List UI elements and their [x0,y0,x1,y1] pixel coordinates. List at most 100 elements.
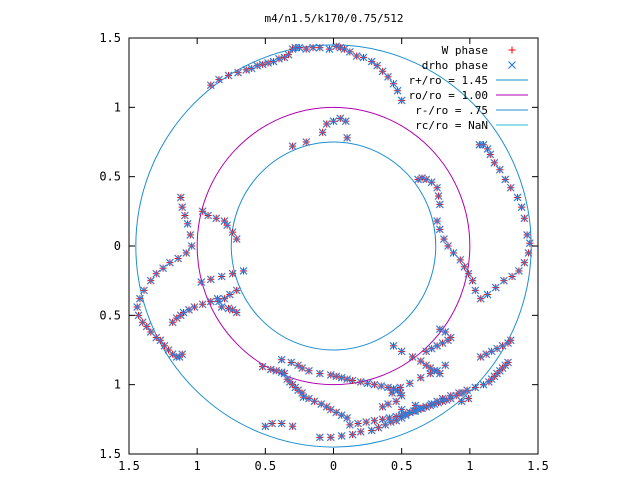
drho-phase-point-237 [392,397,401,406]
legend-label-1: drho phase [422,59,488,72]
drho-phase-point-130 [232,308,241,317]
drho-phase-point-241 [354,419,362,428]
drho-phase-point-67 [483,290,492,299]
drho-phase-point-108 [223,221,232,230]
drho-phase-point-117 [206,297,215,306]
drho-phase-point-12 [284,50,293,59]
drho-phase-point-182 [374,423,383,432]
drho-phase-point-178 [337,432,346,440]
drho-phase-point-260 [452,391,461,400]
x-tick-label-3: 0 [330,459,337,473]
drho-phase-point-152 [332,408,341,417]
drho-phase-point-62 [520,258,529,267]
drho-phase-point-266 [422,361,431,370]
drho-phase-point-86 [174,254,183,263]
drho-phase-point-151 [326,405,335,414]
drho-phase-point-207 [504,358,512,367]
drho-phase-point-238 [384,400,392,409]
drho-phase-point-45 [433,183,442,192]
drho-phase-point-162 [438,339,447,347]
drho-phase-point-122 [176,311,185,320]
reference-circles [135,44,532,448]
axis-ticks: 1.5 1 0.5 0 0.5 1 1.51.510.500.511.5 [99,31,549,473]
drho-phase-point-169 [476,353,485,361]
x-tick-label-6: 1.5 [527,459,549,473]
legend-entry-3: ro/ro = 1.00 [409,89,528,102]
drho-phase-point-77 [435,225,444,234]
drho-phase-point-132 [224,304,233,313]
drho-phase-point-222 [315,369,324,378]
drho-phase-point-25 [359,53,368,62]
reference-circle-0 [135,44,532,448]
drho-phase-point-33 [322,120,331,128]
drho-phase-point-144 [294,386,302,395]
drho-phase-point-154 [343,414,352,422]
drho-phase-point-125 [239,267,248,275]
drho-phase-point-139 [280,369,289,378]
drho-phase-point-23 [345,47,354,56]
drho-phase-point-120 [185,305,193,314]
drho-phase-point-85 [182,249,191,257]
drho-phase-point-220 [298,364,307,372]
drho-phase-point-147 [305,394,313,403]
drho-phase-point-24 [352,52,361,60]
drho-phase-point-230 [370,380,379,389]
drho-phase-point-227 [348,376,357,385]
drho-phase-point-89 [152,269,161,278]
drho-phase-point-228 [356,377,365,386]
x-tick-label-0: 1.5 [118,459,140,473]
drho-phase-point-64 [508,272,517,281]
drho-phase-point-133 [217,303,226,311]
drho-phase-point-145 [298,389,307,397]
drho-phase-point-43 [422,175,431,184]
drho-phase-point-128 [206,275,215,284]
drho-phase-point-19 [325,45,334,54]
drho-phase-point-57 [517,203,526,212]
drho-phase-point-175 [506,336,515,345]
drho-phase-point-217 [277,355,286,364]
y-tick-label-3: 0 [114,239,121,253]
drho-phase-point-180 [356,427,365,436]
legend: W phase drho phase r+/ro = 1.45 ro/ro = 1.0… [409,44,528,132]
drho-phase-point-5 [247,64,256,73]
drho-phase-point-96 [142,322,151,331]
drho-phase-point-40 [288,142,297,151]
drho-phase-point-32 [397,96,406,105]
drho-phase-point-59 [523,230,532,239]
drho-phase-point-102 [168,350,177,359]
drho-phase-point-54 [501,175,510,184]
drho-phase-point-72 [460,262,469,271]
drho-phase-point-73 [456,255,465,264]
drho-phase-point-3 [234,68,242,77]
chart-title: m4/n1.5/k170/0.75/512 [264,12,403,25]
drho-phase-point-240 [345,420,354,429]
x-tick-label-2: 0.5 [254,459,276,473]
drho-phase-point-263 [397,347,406,356]
drho-phase-point-16 [302,45,311,54]
drho-phase-point-37 [343,133,352,142]
drho-phase-point-229 [363,379,372,388]
legend-entry-1: drho phase [422,59,516,72]
drho-phase-point-15 [295,43,304,52]
drho-phase-point-148 [310,397,319,406]
drho-phase-point-113 [232,286,241,295]
drho-phase-point-35 [336,114,345,123]
drho-phase-point-214 [441,361,450,370]
reference-circle-1 [196,106,471,386]
drho-phase-point-159 [422,347,431,356]
drho-phase-point-84 [187,242,196,250]
drho-phase-point-30 [389,79,398,88]
drho-phase-point-39 [302,138,311,146]
legend-label-5: rc/ro = NaN [415,119,488,132]
legend-label-4: r-/ro = .75 [415,104,488,117]
drho-phase-point-91 [140,286,148,295]
drho-phase-point-245 [385,414,394,422]
drho-phase-point-179 [348,430,357,439]
drho-phase-point-93 [133,303,142,311]
legend-label-3: ro/ro = 1.00 [409,89,488,102]
drho-phase-point-58 [520,214,529,223]
drho-phase-point-157 [277,419,286,428]
x-tick-label-1: 1 [194,459,201,473]
drho-phase-point-134 [215,297,223,306]
y-tick-label-0: 1.5 [99,31,121,45]
